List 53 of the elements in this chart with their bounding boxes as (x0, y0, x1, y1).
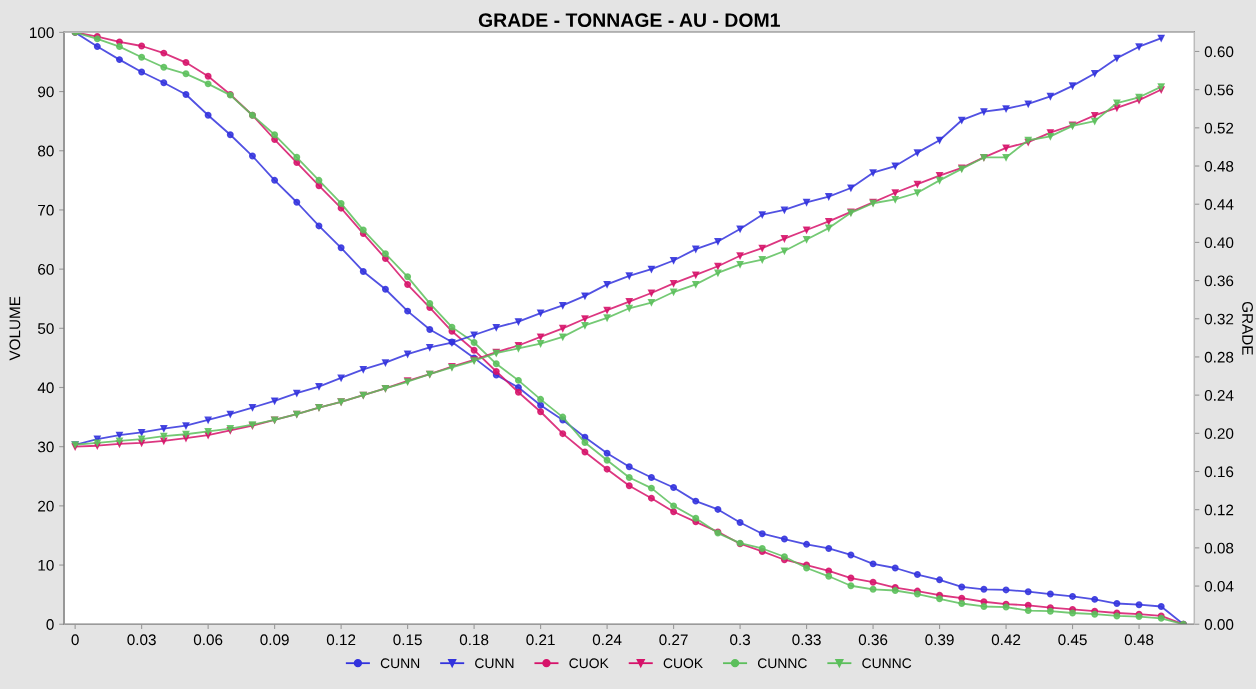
x-tick-label: 0.24 (592, 634, 622, 646)
legend-label: CUNN (475, 658, 514, 669)
y-tick-label: 70 (38, 204, 54, 216)
y2-tick-label: 0.20 (1204, 428, 1234, 439)
y2-tick-label: 0.32 (1204, 313, 1234, 325)
x-tick-label: 0.39 (925, 634, 954, 646)
chart-title: GRADE - TONNAGE - AU - DOM1 (478, 13, 780, 28)
y2-tick-label: 0.44 (1204, 199, 1234, 210)
y2-tick-label: 0.24 (1204, 390, 1234, 401)
x-tick-label: 0.33 (792, 634, 821, 646)
y-tick-label: 80 (38, 145, 54, 157)
legend-label: CUNN (380, 658, 420, 669)
y2-tick-label: 0.12 (1204, 504, 1234, 516)
y-tick-label: 60 (38, 263, 54, 275)
x-tick-label: 0.06 (193, 634, 223, 646)
y-tick-label: 90 (38, 86, 54, 98)
y2-tick-label: 0.00 (1204, 619, 1234, 630)
y2-tick-label: 0.04 (1204, 580, 1234, 592)
y-tick-label: 50 (37, 323, 54, 334)
y-tick-label: 20 (38, 500, 54, 512)
x-tick-label: 0.27 (659, 634, 688, 646)
x-tick-label: 0.03 (127, 634, 156, 646)
legend-label: CUOK (663, 658, 703, 669)
legend-label: CUNNC (757, 658, 807, 669)
y2-tick-label: 0.36 (1204, 275, 1234, 287)
y2-tick-label: 0.16 (1204, 466, 1234, 478)
x-tick-label: 0.36 (858, 634, 888, 646)
y2-tick-label: 0.52 (1204, 122, 1234, 134)
legend-label: CUNNC (862, 658, 912, 669)
y-axis-title: VOLUME (9, 296, 21, 361)
x-tick-label: 0 (71, 634, 79, 646)
y2-tick-label: 0.60 (1204, 46, 1234, 58)
x-tick-label: 0.42 (991, 634, 1021, 646)
y-tick-label: 100 (30, 27, 54, 39)
x-tick-label: 0.45 (1058, 634, 1087, 646)
x-tick-label: 0.09 (260, 634, 289, 646)
y2-tick-label: 0.56 (1204, 84, 1234, 96)
y2-tick-label: 0.40 (1204, 237, 1234, 249)
y2-axis-title: GRADE (1242, 301, 1253, 355)
y-tick-label: 40 (37, 382, 54, 394)
y2-tick-label: 0.28 (1204, 351, 1234, 363)
x-tick-label: 0.3 (730, 634, 751, 646)
x-tick-label: 0.21 (526, 634, 555, 646)
y2-tick-label: 0.08 (1204, 542, 1234, 554)
x-tick-label: 0.48 (1124, 634, 1154, 646)
y-tick-label: 0 (46, 619, 54, 630)
x-tick-label: 0.18 (459, 634, 489, 646)
x-tick-label: 0.12 (326, 634, 356, 646)
y2-tick-label: 0.48 (1204, 160, 1234, 172)
legend-label: CUOK (569, 658, 609, 669)
y-tick-label: 10 (38, 559, 54, 571)
y-tick-label: 30 (37, 441, 54, 453)
x-tick-label: 0.15 (393, 634, 422, 646)
